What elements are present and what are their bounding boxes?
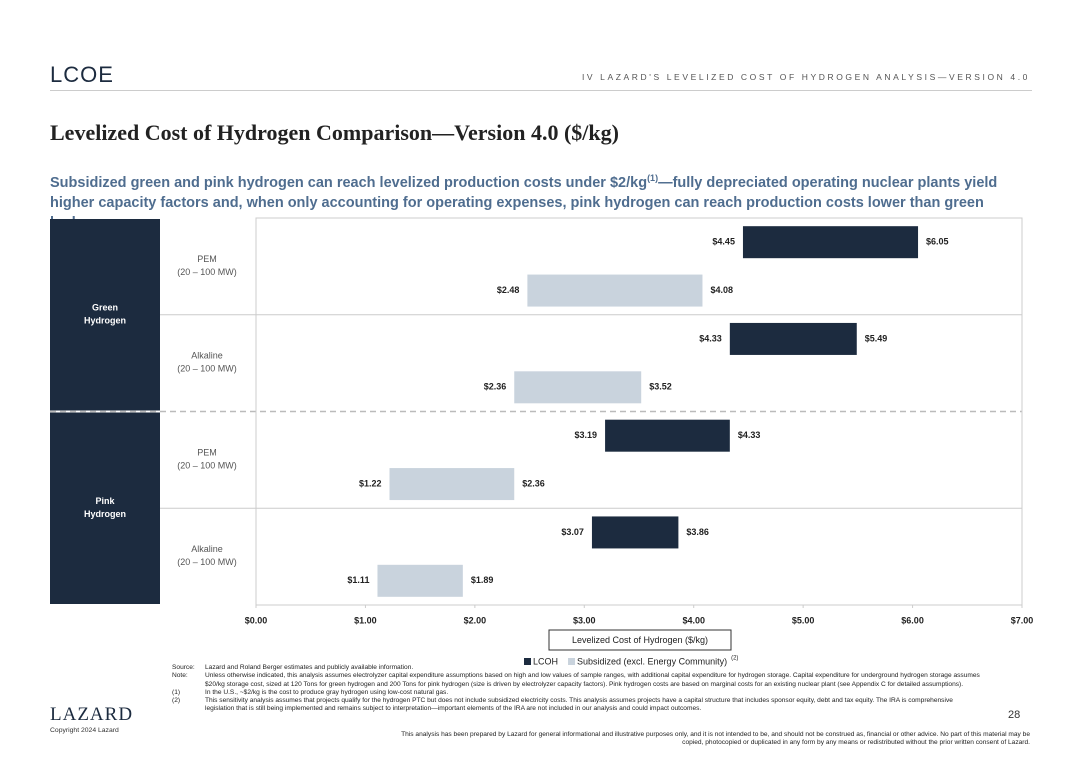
footnote-key: (2)	[172, 697, 181, 705]
x-label-box	[548, 629, 732, 651]
value-label: $4.45	[712, 237, 735, 247]
footnote-key: (1)	[172, 688, 181, 696]
value-label: $4.33	[699, 333, 722, 343]
category-label: Alkaline	[191, 351, 223, 361]
x-tick-label: $4.00	[682, 615, 705, 625]
range-bar	[605, 419, 730, 452]
x-tick-label: $0.00	[245, 615, 268, 625]
value-label: $3.19	[575, 430, 598, 440]
group-box	[50, 412, 160, 604]
x-tick-label: $3.00	[573, 615, 596, 625]
section-header: IV LAZARD'S LEVELIZED COST OF HYDROGEN A…	[581, 72, 1030, 82]
group-label-line: Pink	[95, 496, 115, 506]
x-tick-label: $7.00	[1011, 615, 1034, 625]
range-bar	[742, 226, 919, 259]
copyright: Copyright 2024 Lazard	[50, 727, 119, 734]
legend-swatch	[524, 658, 531, 665]
category-sublabel: (20 – 100 MW)	[177, 460, 237, 470]
x-axis-label: Levelized Cost of Hydrogen ($/kg)	[572, 635, 708, 645]
range-bar	[729, 322, 857, 355]
plot-frame	[255, 217, 1023, 606]
footnote-text: Lazard and Roland Berger estimates and p…	[205, 664, 414, 671]
footnote: Note: Unless otherwise indicated, this an…	[172, 672, 980, 689]
range-bar	[591, 516, 679, 549]
legend-note: (2)	[731, 656, 738, 662]
value-label: $3.07	[561, 527, 584, 537]
group-label-line: Hydrogen	[84, 509, 126, 519]
group-label: Pink Hydrogen	[84, 496, 126, 519]
footnote: Source: Lazard and Roland Berger estimate…	[172, 664, 980, 672]
footnote-key: Source:	[172, 664, 195, 671]
value-label: $1.22	[359, 478, 382, 488]
category-sublabel: (20 – 100 MW)	[177, 267, 237, 277]
value-label: $4.08	[710, 285, 733, 295]
value-label: $4.33	[738, 430, 761, 440]
x-tick-label: $5.00	[792, 615, 815, 625]
logo: LCOE	[50, 62, 114, 87]
value-label: $3.86	[686, 527, 709, 537]
brand: LAZARD	[50, 704, 134, 725]
group-label: Green Hydrogen	[84, 303, 126, 326]
footnote: (1) In the U.S., ~$2/kg is the cost to pr…	[172, 689, 980, 697]
group-label-line: Green	[92, 303, 118, 313]
category-label: PEM	[197, 447, 217, 457]
page-title: Levelized Cost of Hydrogen Comparison—Ve…	[50, 120, 619, 145]
value-label: $6.05	[926, 237, 949, 247]
category-label: PEM	[197, 254, 217, 264]
range-bar	[389, 468, 515, 501]
page-number: 28	[1008, 709, 1021, 721]
footnote-text: In the U.S., ~$2/kg is the cost to produ…	[205, 688, 449, 696]
category-sublabel: (20 – 100 MW)	[177, 364, 237, 374]
value-label: $5.49	[865, 333, 888, 343]
value-label: $3.52	[649, 382, 672, 392]
value-label: $2.36	[522, 478, 545, 488]
x-tick-label: $1.00	[354, 615, 377, 625]
header-rule	[50, 90, 1032, 91]
range-bar	[527, 274, 703, 307]
range-bar	[514, 371, 642, 404]
value-label: $2.36	[484, 382, 507, 392]
subtitle-text: Subsidized green and pink hydrogen can r…	[50, 174, 648, 191]
footnote-text: Unless otherwise indicated, this analysi…	[205, 672, 980, 688]
group-label-line: Hydrogen	[84, 316, 126, 326]
disclaimer: This analysis has been prepared by Lazar…	[401, 731, 1030, 747]
range-bar	[377, 564, 463, 597]
legend-label: Subsidized (excl. Energy Community)	[577, 656, 727, 666]
x-tick-label: $6.00	[901, 615, 924, 625]
legend-swatch	[568, 658, 576, 665]
value-label: $2.48	[497, 285, 520, 295]
footnote-text: This sensitivity analysis assumes that p…	[205, 697, 953, 713]
value-label: $1.89	[471, 575, 494, 585]
category-sublabel: (20 – 100 MW)	[177, 557, 237, 567]
group-box	[50, 219, 160, 411]
footnote-key: Note:	[172, 672, 188, 680]
footnote: (2) This sensitivity analysis assumes tha…	[172, 697, 980, 714]
footnotes: Source: Lazard and Roland Berger estimate…	[172, 664, 980, 714]
value-label: $1.11	[347, 575, 369, 585]
category-label: Alkaline	[191, 544, 223, 554]
footnote-ref: (1)	[647, 173, 659, 183]
x-tick-label: $2.00	[464, 615, 487, 625]
legend-label: LCOH	[533, 656, 558, 666]
